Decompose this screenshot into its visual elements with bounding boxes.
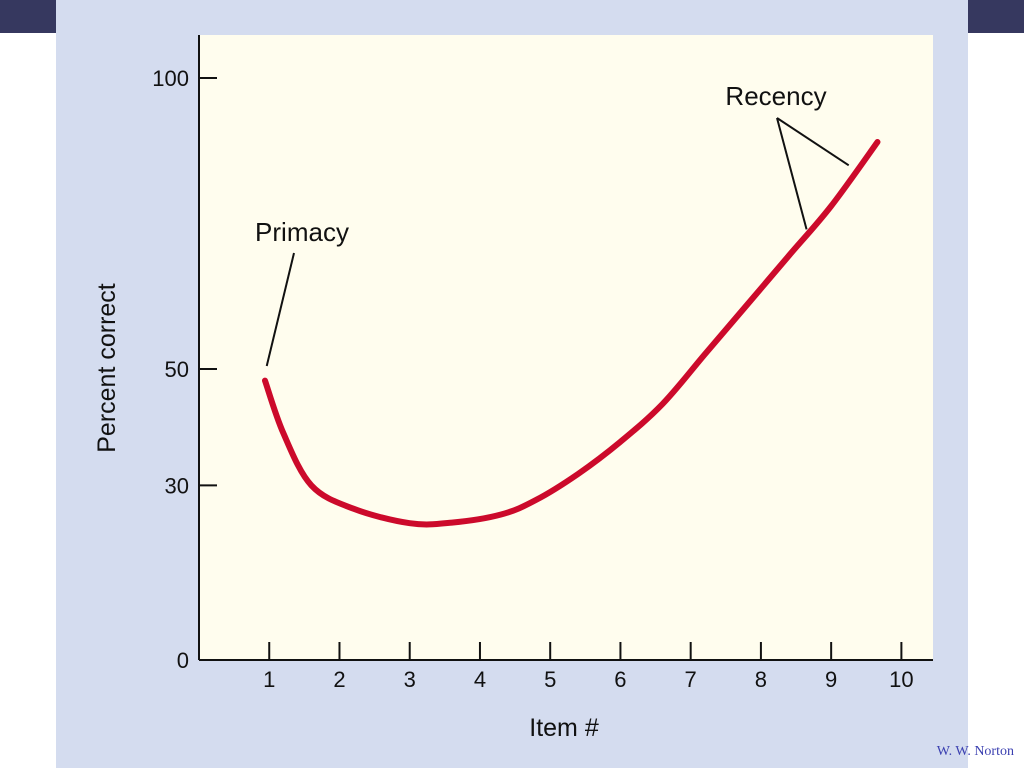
y-tick-label: 30	[165, 473, 189, 498]
annotation-recency-leader	[776, 117, 850, 167]
x-tick-label: 10	[889, 667, 913, 692]
credit-text: W. W. Norton	[936, 744, 1014, 759]
x-tick-label: 9	[825, 667, 837, 692]
x-tick-label: 6	[614, 667, 626, 692]
y-axis-label: Percent correct	[93, 283, 121, 453]
corner-bar-right	[968, 0, 1024, 33]
annotation-recency-leader	[776, 117, 808, 230]
annotation-recency-label: Recency	[725, 81, 826, 111]
x-tick-label: 3	[404, 667, 416, 692]
x-tick-label: 4	[474, 667, 486, 692]
x-tick-label: 7	[685, 667, 697, 692]
corner-bar-left	[0, 0, 58, 33]
x-axis-label: Item #	[529, 714, 599, 742]
plot-background	[199, 35, 933, 660]
annotation-primacy-leader	[265, 252, 295, 367]
x-tick-label: 2	[333, 667, 345, 692]
x-tick-label: 1	[263, 667, 275, 692]
annotation-primacy-label: Primacy	[255, 217, 349, 247]
y-tick-label: 50	[165, 357, 189, 382]
y-tick-label: 0	[177, 648, 189, 673]
x-tick-label: 5	[544, 667, 556, 692]
series-line	[262, 139, 881, 528]
y-tick-label: 100	[152, 66, 189, 91]
x-tick-label: 8	[755, 667, 767, 692]
